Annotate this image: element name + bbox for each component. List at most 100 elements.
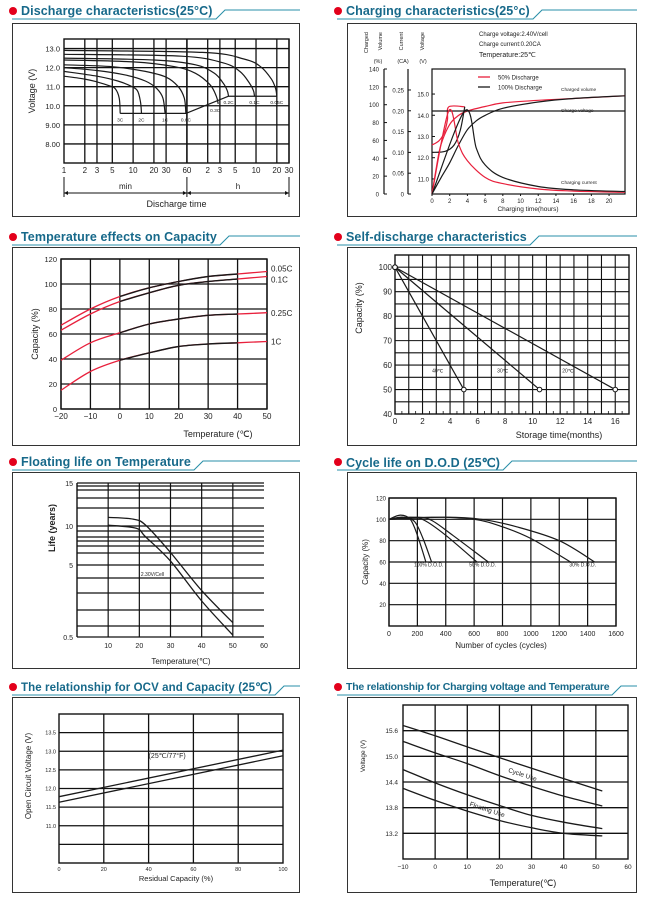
y-tick-label: 80: [49, 305, 57, 314]
title-underline: [337, 460, 637, 471]
x-tick-label: 1600: [608, 631, 624, 638]
x-tick-label: 10: [129, 166, 138, 175]
x-axis-label: Temperature (℃): [183, 429, 252, 439]
y-tick-label: 15.0: [385, 754, 398, 761]
title-underline-path: [12, 9, 300, 20]
x-tick-label: 14: [583, 417, 592, 426]
y-tick-label: 40: [379, 582, 386, 588]
legend-label: 100% Discharge: [498, 86, 543, 92]
title-underline: [12, 685, 300, 696]
title-underline-path: [337, 460, 637, 471]
series-label: 50% D.O.D.: [469, 562, 496, 568]
current-axis-title: Current: [399, 32, 405, 51]
y-tick-label: 12.0: [45, 64, 60, 73]
volume-tick-label: 0: [376, 193, 380, 199]
series-label: 0.05C: [271, 265, 293, 274]
y-tick-label: 90: [383, 288, 392, 297]
bullet-icon: [9, 233, 17, 241]
volume-tick-label: 100: [369, 103, 380, 109]
series-2C-line: [63, 70, 143, 114]
series-line: [431, 108, 626, 195]
series-line: [431, 106, 466, 153]
x-tick-label: 20: [149, 166, 158, 175]
plot-frame: [402, 704, 629, 860]
y-axis-label: Voltage (V): [360, 740, 367, 772]
temperature-annotation: (25℃/77°F): [149, 752, 186, 760]
y-tick-label: 50: [383, 386, 392, 395]
x-axis-label: Charging time(hours): [497, 206, 558, 213]
voltage-axis-title: Voltage: [420, 32, 426, 50]
title-underline: [12, 9, 300, 20]
y-axis-label: Capacity (%): [354, 282, 364, 334]
series-line: [431, 95, 626, 195]
floating-life-panel: Floating life on Temperature 10 20 30 40 50 6…: [0, 451, 325, 676]
x-tick-label: 200: [412, 631, 424, 638]
x-tick-label: 100: [278, 867, 287, 873]
data-point-marker: [461, 386, 467, 393]
x-tick-label: 40: [146, 867, 152, 873]
x-tick-label: 400: [440, 631, 452, 638]
x-tick-label: 20: [101, 867, 107, 873]
current-tick-label: 0: [401, 193, 405, 199]
y-tick-label: 15: [65, 481, 73, 488]
data-point-marker: [612, 386, 619, 393]
panel-title: Self-discharge characteristics: [334, 229, 527, 245]
series-label: 2C: [138, 117, 145, 123]
floating-life-chart: 10 20 30 40 50 60 0.5 5 10 15 2.30V/Cell Temperatur…: [12, 472, 300, 669]
plot-frame: [394, 254, 630, 415]
y-tick-label: 60: [49, 330, 57, 339]
title-underline-path: [337, 235, 637, 246]
volume-axis-unit: (%): [374, 59, 383, 65]
panel-title: Floating life on Temperature: [9, 454, 191, 470]
series-line: [388, 516, 596, 563]
charging-voltage-temperature-chart: −10 0 10 20 30 40 50 60 13.2 13.8 14.4 15.0 15.6 Cycl…: [347, 697, 637, 893]
y-tick-label: 9.00: [45, 121, 60, 130]
series-line: [58, 749, 284, 798]
self-discharge-chart: 0 2 4 6 8 10 12 14 16 40 50 60 70 80 90 100 40℃ 30℃ 20℃ Sto…: [347, 247, 637, 446]
panel-title-text: The relationship for Charging voltage an…: [346, 681, 610, 693]
title-underline: [337, 9, 637, 20]
arrowhead-icon: [186, 191, 191, 195]
y-axis-label: Voltage (V): [27, 69, 37, 114]
x-tick-label: 1: [62, 166, 67, 175]
series-label: 40℃: [432, 368, 444, 374]
panel-title-text: Discharge characteristics(25°C): [21, 4, 213, 18]
voltage-tick-label: 12.0: [417, 156, 429, 162]
plot-frame: [388, 497, 617, 627]
series-0.25C-extrapolated-line: [60, 312, 268, 361]
series-line: [394, 266, 540, 390]
series-1C-line: [63, 67, 166, 114]
series-1C-measured-line: [119, 342, 238, 361]
data-point-marker: [392, 264, 398, 271]
x-tick-label: 50: [592, 864, 600, 871]
x-tick-label: 60: [182, 166, 191, 175]
current-tick-label: 0.20: [392, 109, 404, 115]
x-tick-label: 60: [624, 864, 632, 871]
x-axis-label: Storage time(months): [516, 430, 603, 440]
x-tick-label: 4: [448, 417, 453, 426]
series-label: 30% D.O.D.: [569, 562, 596, 568]
series-line: [108, 524, 234, 636]
arrowhead-icon: [64, 191, 68, 195]
series-line: [388, 516, 478, 563]
volume-tick-label: 20: [372, 175, 379, 181]
panel-title-text: Self-discharge characteristics: [346, 230, 527, 244]
y-tick-label: 60: [379, 561, 386, 567]
voltage-tick-label: 15.0: [417, 93, 429, 99]
y-tick-label: 100: [376, 518, 387, 524]
bullet-icon: [334, 7, 342, 15]
current-tick-label: 0.15: [392, 130, 404, 136]
voltage-tick-label: 11.0: [418, 177, 430, 183]
y-tick-label: 13.5: [45, 731, 56, 737]
x-tick-label: 6: [475, 417, 480, 426]
x-tick-label: 30: [285, 166, 294, 175]
x-tick-label: 20: [272, 166, 281, 175]
x-axis-label: Number of cycles (cycles): [455, 641, 547, 650]
cutoff-voltage-line: [120, 95, 277, 114]
y-tick-label: 5: [69, 563, 73, 570]
x-tick-label: 50: [229, 643, 237, 650]
series-line: [388, 516, 433, 563]
ocv-capacity-panel: The relationship for OCV and Capacity (2…: [0, 676, 325, 901]
cycle-life-panel: Cycle life on D.O.D (25℃) 0 200 400 600 800 1…: [325, 451, 650, 676]
charge-condition-text: Temperature:25℃: [479, 52, 536, 59]
